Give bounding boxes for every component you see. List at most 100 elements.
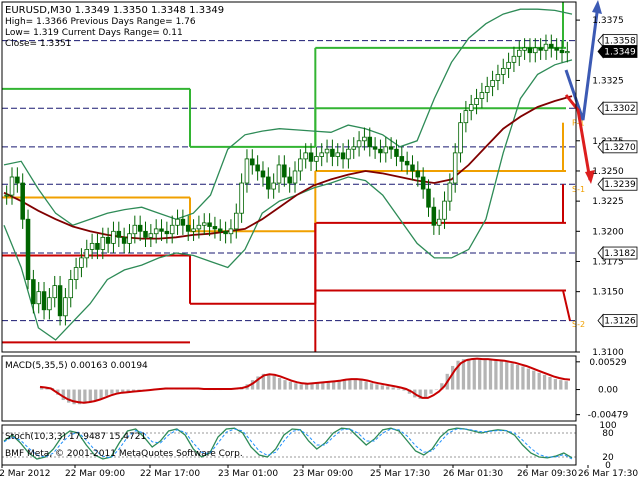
macd-histogram-bar: [386, 386, 390, 390]
forecast-blue-arrowhead: [592, 0, 602, 14]
macd-histogram-bar: [402, 389, 406, 391]
macd-title: MACD(5,35,5) 0.00163 0.00194: [5, 361, 148, 371]
candle: [565, 41, 570, 63]
macd-histogram-bar: [380, 385, 384, 390]
candle: [169, 215, 175, 244]
price-tick-label: 1.3175: [592, 257, 624, 267]
macd-histogram-bar: [283, 380, 287, 390]
candle: [68, 269, 74, 308]
macd-histogram-bar: [61, 389, 65, 401]
candle: [388, 137, 394, 159]
candle: [217, 219, 223, 241]
macd-histogram-bar: [375, 384, 379, 390]
candle: [63, 288, 68, 326]
candle: [185, 215, 191, 241]
candle: [282, 155, 287, 187]
candle: [271, 173, 276, 199]
symbol-header: EURUSD,M30 1.3349 1.3350 1.3348 1.3349: [5, 5, 224, 16]
candle: [127, 224, 132, 254]
candle: [522, 38, 527, 60]
copyright-text: BMF Meta, © 2001-2011 MetaQuotes Softwar…: [5, 449, 243, 459]
macd-histogram-bar: [77, 389, 82, 405]
stoch-main-line: [3, 427, 573, 460]
macd-histogram-bar: [369, 383, 374, 390]
candle: [234, 203, 239, 239]
candle: [415, 161, 421, 187]
macd-histogram-bar: [288, 381, 293, 390]
macd-histogram-bar: [451, 365, 455, 390]
price-label: 1.3358: [597, 33, 638, 48]
price-label: 1.3239: [597, 177, 638, 192]
candle: [201, 213, 207, 235]
candle: [543, 34, 549, 60]
svg-text:1.3302: 1.3302: [604, 104, 636, 114]
macd-histogram-bar: [461, 359, 466, 390]
macd-histogram-bar: [429, 389, 433, 394]
candle: [164, 221, 170, 244]
macd-histogram-bar: [72, 389, 76, 405]
candle: [207, 213, 212, 237]
macd-tick-label: 0.00: [598, 386, 618, 396]
macd-histogram-bar: [342, 379, 347, 390]
price-tick-label: 1.3250: [592, 167, 624, 177]
macd-tick-label: 0.00529: [589, 358, 626, 368]
stoch-tick-label: 80: [602, 429, 614, 439]
candle: [372, 137, 378, 159]
candle: [105, 227, 111, 254]
candle: [479, 82, 485, 109]
candle: [15, 167, 20, 193]
macd-histogram-bar: [67, 389, 71, 403]
candle: [36, 282, 41, 314]
candle: [95, 233, 100, 260]
x-tick-label: 26 Mar 09:30: [517, 469, 577, 479]
candle: [559, 40, 565, 63]
macd-histogram-bar: [396, 388, 401, 390]
macd-histogram-bar: [472, 358, 476, 390]
stoch-tick-label: 100: [599, 421, 616, 431]
x-tick-label: 26 Mar 01:30: [443, 469, 503, 479]
candle: [244, 149, 250, 193]
candle: [228, 219, 234, 244]
candle: [239, 173, 244, 223]
macd-histogram-bar: [40, 386, 44, 390]
candle: [159, 219, 164, 241]
forecast-blue-arrow: [564, 4, 600, 121]
candle: [500, 58, 506, 85]
macd-histogram-bar: [294, 383, 298, 390]
candle: [292, 161, 298, 193]
candle: [346, 139, 351, 169]
level-annotation: S-2: [572, 320, 585, 329]
candle: [490, 70, 495, 97]
macd-histogram-bar: [515, 364, 520, 390]
candle: [31, 269, 36, 314]
candle: [314, 146, 319, 171]
macd-histogram-bar: [456, 360, 460, 390]
candle: [549, 34, 554, 58]
macd-histogram-bar: [99, 389, 103, 399]
candle: [196, 215, 202, 239]
bollinger-upper-line: [3, 8, 573, 227]
price-label: 1.3182: [597, 245, 638, 261]
macd-histogram-bar: [110, 389, 114, 394]
macd-histogram-bar: [440, 383, 444, 390]
candle: [84, 239, 90, 268]
forecast-red-arrow: [564, 94, 592, 181]
macd-histogram-bar: [256, 376, 260, 390]
candle: [41, 282, 47, 320]
svg-text:1.3182: 1.3182: [604, 249, 636, 259]
candle: [533, 38, 538, 63]
price-tick-label: 1.3100: [592, 348, 624, 358]
macd-histogram-bar: [391, 387, 395, 390]
candle: [399, 146, 405, 171]
candle: [554, 38, 559, 60]
candle: [298, 149, 303, 181]
candle: [330, 139, 335, 167]
candle: [20, 173, 25, 229]
macd-histogram-bar: [526, 368, 530, 390]
x-tick-label: 22 Mar 17:00: [140, 469, 200, 479]
candle: [340, 143, 346, 169]
macd-histogram-bar: [418, 389, 422, 399]
candle: [511, 46, 517, 72]
macd-histogram-bar: [321, 381, 325, 390]
macd-histogram-bar: [364, 381, 368, 390]
